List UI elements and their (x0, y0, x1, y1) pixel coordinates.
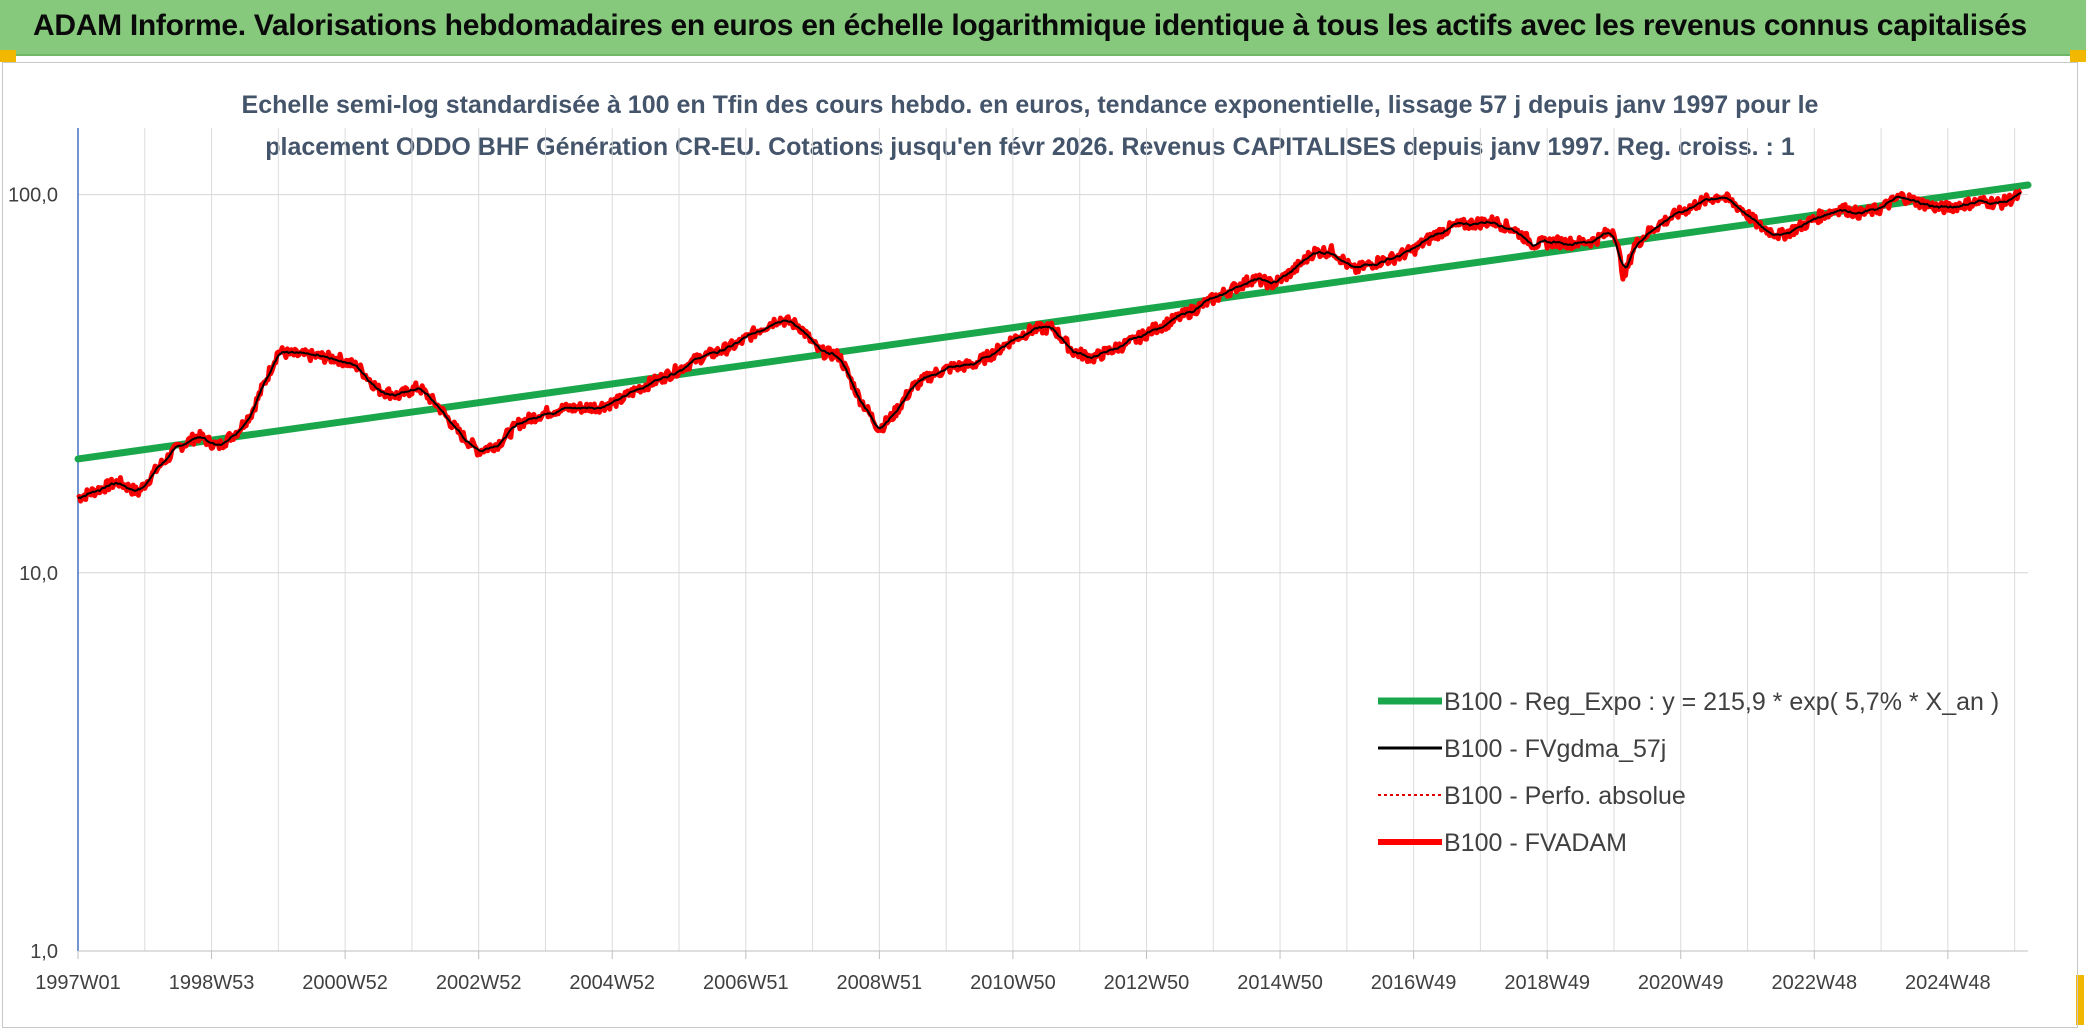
grid (77, 128, 2028, 952)
legend-label: B100 - FVADAM (1444, 829, 1627, 857)
x-tick-label: 2020W49 (1638, 972, 1724, 994)
y-tick-label: 100,0 (8, 185, 58, 207)
corner-marker-right (2070, 50, 2086, 62)
x-tick-label: 2008W51 (837, 972, 923, 994)
series-perfo-absolue-line (77, 189, 2022, 503)
x-tick-label: 2018W49 (1504, 972, 1590, 994)
series-fvgdma-line (77, 191, 2022, 500)
banner-title: ADAM Informe. Valorisations hebdomadaire… (33, 9, 2027, 42)
y-tick-label: 1,0 (30, 941, 58, 963)
x-tick-label: 2012W50 (1104, 972, 1190, 994)
x-tick-label: 2016W49 (1371, 972, 1457, 994)
series-fvadam-line (76, 188, 2023, 504)
x-tick-label: 2000W52 (302, 972, 388, 994)
title-banner: ADAM Informe. Valorisations hebdomadaire… (0, 0, 2086, 56)
chart-title-line-1: Echelle semi-log standardisée à 100 en T… (241, 91, 1819, 119)
series-layer (74, 181, 2032, 504)
legend-label: B100 - Perfo. absolue (1444, 782, 1686, 810)
x-tick-label: 1997W01 (35, 972, 121, 994)
x-tick-label: 2014W50 (1237, 972, 1323, 994)
axes: 1,0 10,0 100,0 1997W01 1998W53 2000W52 2002W52… (8, 128, 2028, 994)
corner-marker-left (0, 50, 16, 62)
x-tick-label: 2004W52 (569, 972, 655, 994)
chart-title: Echelle semi-log standardisée à 100 en T… (200, 84, 1860, 168)
corner-marker-bottom-right (2076, 975, 2084, 1025)
x-tick-label: 2002W52 (436, 972, 522, 994)
x-tick-label: 2006W51 (703, 972, 789, 994)
legend-label: B100 - FVgdma_57j (1444, 735, 1666, 763)
chart-frame (2, 62, 2078, 1028)
legend: B100 - Reg_Expo : y = 215,9 * exp( 5,7% … (1378, 688, 1999, 857)
x-tick-label: 2024W48 (1905, 972, 1991, 994)
y-tick-label: 10,0 (19, 563, 58, 585)
x-tick-label: 2010W50 (970, 972, 1056, 994)
legend-label: B100 - Reg_Expo : y = 215,9 * exp( 5,7% … (1444, 688, 1999, 716)
x-tick-label: 2022W48 (1771, 972, 1857, 994)
x-tick-label: 1998W53 (169, 972, 255, 994)
chart-title-line-2: placement ODDO BHF Génération CR-EU. Cot… (265, 133, 1795, 161)
